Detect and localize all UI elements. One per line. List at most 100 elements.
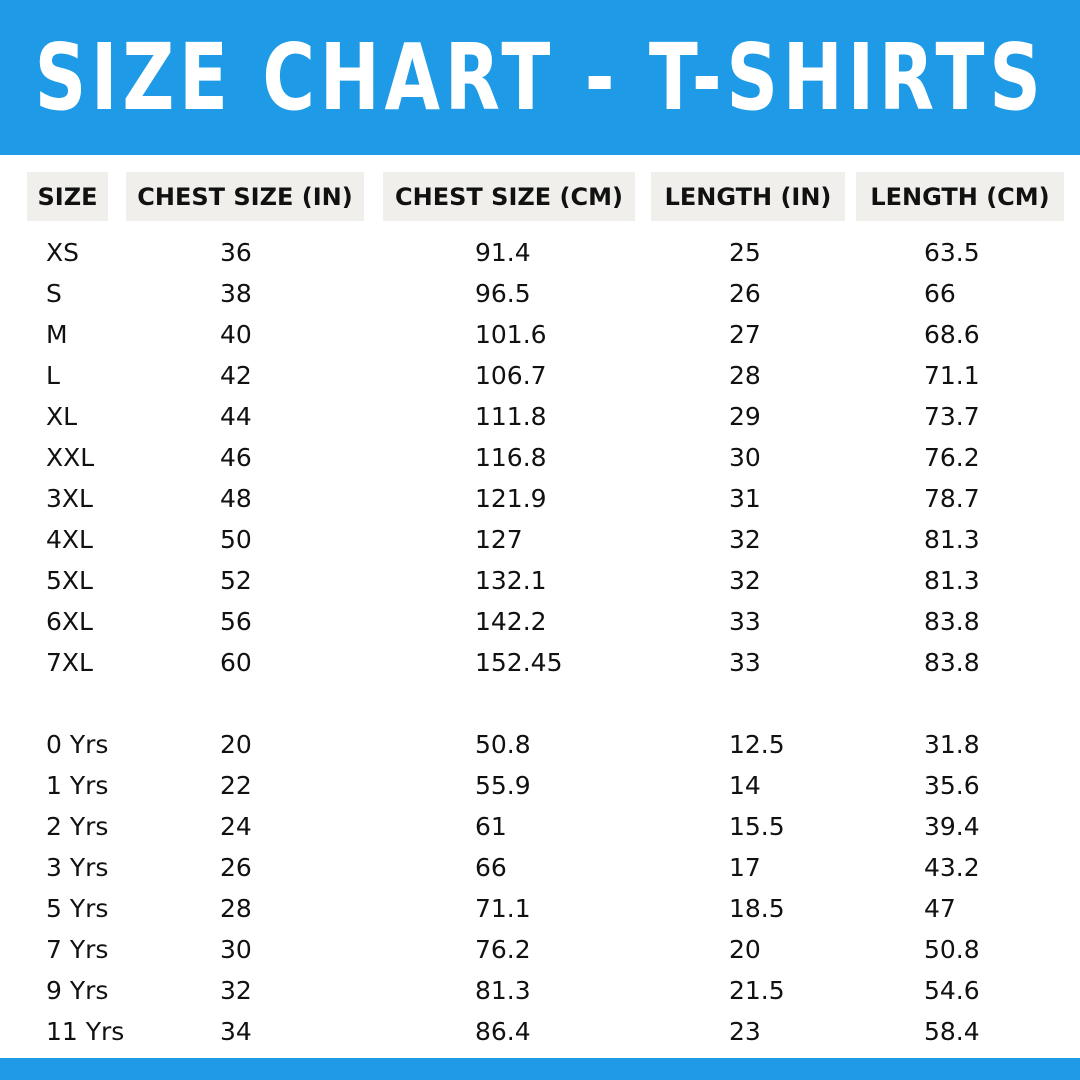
cell-chest-cm: 61: [475, 812, 507, 841]
cell-length-cm: 83.8: [924, 607, 980, 636]
cell-length-cm: 68.6: [924, 320, 980, 349]
cell-size: 5XL: [46, 566, 93, 595]
cell-length-cm: 66: [924, 279, 956, 308]
cell-size: 5 Yrs: [46, 894, 109, 923]
cell-length-cm: 71.1: [924, 361, 980, 390]
cell-chest-cm: 106.7: [475, 361, 547, 390]
cell-size: 2 Yrs: [46, 812, 109, 841]
title-banner: SIZE CHART - T-SHIRTS: [0, 0, 1080, 155]
cell-length-cm: 58.4: [924, 1017, 980, 1046]
cell-chest-cm: 132.1: [475, 566, 547, 595]
cell-size: 6XL: [46, 607, 93, 636]
cell-length-in: 18.5: [729, 894, 785, 923]
cell-length-in: 27: [729, 320, 761, 349]
header-length-in: LENGTH (IN): [651, 172, 845, 221]
cell-size: 1 Yrs: [46, 771, 109, 800]
cell-size: 0 Yrs: [46, 730, 109, 759]
cell-size: S: [46, 279, 62, 308]
cell-chest-cm: 101.6: [475, 320, 547, 349]
cell-length-cm: 83.8: [924, 648, 980, 677]
cell-length-in: 20: [729, 935, 761, 964]
cell-length-cm: 31.8: [924, 730, 980, 759]
cell-size: 11 Yrs: [46, 1017, 125, 1046]
cell-length-cm: 35.6: [924, 771, 980, 800]
cell-length-cm: 54.6: [924, 976, 980, 1005]
cell-chest-cm: 116.8: [475, 443, 547, 472]
cell-chest-cm: 86.4: [475, 1017, 531, 1046]
cell-length-in: 32: [729, 525, 761, 554]
cell-length-cm: 76.2: [924, 443, 980, 472]
cell-size: 4XL: [46, 525, 93, 554]
cell-size: L: [46, 361, 60, 390]
cell-chest-cm: 50.8: [475, 730, 531, 759]
cell-chest-in: 42: [220, 361, 252, 390]
cell-chest-cm: 142.2: [475, 607, 547, 636]
cell-chest-cm: 71.1: [475, 894, 531, 923]
cell-length-in: 33: [729, 648, 761, 677]
cell-chest-in: 34: [220, 1017, 252, 1046]
cell-length-in: 25: [729, 238, 761, 267]
cell-chest-in: 44: [220, 402, 252, 431]
cell-length-cm: 81.3: [924, 566, 980, 595]
cell-length-in: 32: [729, 566, 761, 595]
cell-chest-in: 24: [220, 812, 252, 841]
cell-length-in: 29: [729, 402, 761, 431]
cell-length-cm: 63.5: [924, 238, 980, 267]
cell-length-in: 17: [729, 853, 761, 882]
cell-chest-in: 56: [220, 607, 252, 636]
cell-length-cm: 73.7: [924, 402, 980, 431]
cell-length-in: 33: [729, 607, 761, 636]
cell-length-in: 30: [729, 443, 761, 472]
cell-length-in: 15.5: [729, 812, 785, 841]
cell-size: XL: [46, 402, 78, 431]
cell-chest-in: 22: [220, 771, 252, 800]
cell-chest-in: 36: [220, 238, 252, 267]
cell-chest-cm: 81.3: [475, 976, 531, 1005]
cell-size: M: [46, 320, 68, 349]
cell-length-in: 21.5: [729, 976, 785, 1005]
page-title: SIZE CHART - T-SHIRTS: [34, 24, 1046, 131]
cell-chest-cm: 111.8: [475, 402, 547, 431]
cell-chest-in: 30: [220, 935, 252, 964]
cell-chest-cm: 76.2: [475, 935, 531, 964]
cell-size: 7XL: [46, 648, 93, 677]
cell-length-in: 28: [729, 361, 761, 390]
cell-chest-in: 26: [220, 853, 252, 882]
cell-chest-in: 20: [220, 730, 252, 759]
cell-length-in: 31: [729, 484, 761, 513]
cell-chest-in: 48: [220, 484, 252, 513]
cell-chest-in: 38: [220, 279, 252, 308]
cell-size: XS: [46, 238, 79, 267]
cell-size: XXL: [46, 443, 95, 472]
cell-length-cm: 78.7: [924, 484, 980, 513]
cell-chest-in: 28: [220, 894, 252, 923]
cell-chest-cm: 55.9: [475, 771, 531, 800]
cell-chest-in: 32: [220, 976, 252, 1005]
cell-length-in: 23: [729, 1017, 761, 1046]
cell-chest-cm: 91.4: [475, 238, 531, 267]
cell-chest-in: 40: [220, 320, 252, 349]
cell-chest-cm: 152.45: [475, 648, 563, 677]
header-length-cm: LENGTH (CM): [856, 172, 1064, 221]
cell-chest-in: 46: [220, 443, 252, 472]
cell-length-in: 12.5: [729, 730, 785, 759]
cell-size: 7 Yrs: [46, 935, 109, 964]
cell-length-cm: 81.3: [924, 525, 980, 554]
header-chest-in: CHEST SIZE (IN): [126, 172, 364, 221]
cell-length-cm: 50.8: [924, 935, 980, 964]
header-size: SIZE: [27, 172, 108, 221]
cell-length-in: 14: [729, 771, 761, 800]
cell-chest-in: 50: [220, 525, 252, 554]
cell-length-cm: 47: [924, 894, 956, 923]
cell-chest-in: 60: [220, 648, 252, 677]
cell-chest-cm: 127: [475, 525, 523, 554]
cell-chest-cm: 66: [475, 853, 507, 882]
cell-size: 3XL: [46, 484, 93, 513]
header-chest-cm: CHEST SIZE (CM): [383, 172, 635, 221]
cell-length-in: 26: [729, 279, 761, 308]
bottom-bar: [0, 1058, 1080, 1080]
cell-chest-in: 52: [220, 566, 252, 595]
cell-size: 9 Yrs: [46, 976, 109, 1005]
cell-chest-cm: 121.9: [475, 484, 547, 513]
cell-size: 3 Yrs: [46, 853, 109, 882]
